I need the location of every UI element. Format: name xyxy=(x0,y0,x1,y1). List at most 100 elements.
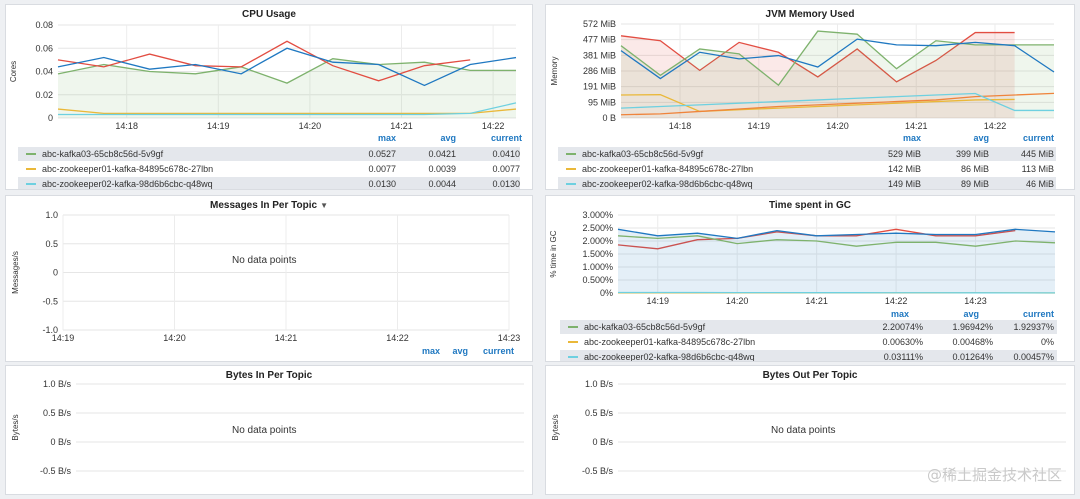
legend-row[interactable]: abc-zookeeper02-kafka-98d6b6cbc-q48wq 0.0… xyxy=(18,177,520,189)
chevron-down-icon[interactable]: ▼ xyxy=(320,201,328,210)
legend-row[interactable]: abc-zookeeper01-kafka-84895c678c-27lbn 14… xyxy=(558,162,1056,176)
legend-value-max: 142 MiB xyxy=(887,164,921,174)
legend-header-current[interactable]: current xyxy=(1022,133,1054,143)
y-axis-label: Bytes/s xyxy=(551,414,560,440)
legend-header-max[interactable]: max xyxy=(377,133,396,143)
legend-series-name[interactable]: abc-kafka03-65cb8c56d-5v9gf xyxy=(584,322,706,332)
legend-series-name[interactable]: abc-zookeeper01-kafka-84895c678c-27lbn xyxy=(582,164,754,174)
x-tick-label: 14:20 xyxy=(826,121,849,131)
legend-series-name[interactable]: abc-zookeeper02-kafka-98d6b6cbc-q48wq xyxy=(42,179,213,189)
legend-row[interactable]: abc-kafka03-65cb8c56d-5v9gf 0.0527 0.0421 0… xyxy=(18,147,520,161)
x-tick-label: 14:21 xyxy=(390,121,413,131)
legend-swatch[interactable] xyxy=(566,183,576,185)
x-tick-label: 14:20 xyxy=(299,121,322,131)
legend-series-name[interactable]: abc-zookeeper02-kafka-98d6b6cbc-q48wq xyxy=(584,352,755,362)
legend-header-max[interactable]: max xyxy=(902,133,921,143)
messages-in-panel: Messages In Per Topic ▼ -1.0 -0.5 0 0.5 1.0 14… xyxy=(5,195,533,362)
legend-row[interactable]: abc-kafka03-65cb8c56d-5v9gf 2.20074% 1.969… xyxy=(560,320,1057,334)
legend-row[interactable]: abc-zookeeper01-kafka-84895c678c-27lbn 0.… xyxy=(18,162,520,176)
legend-row[interactable]: abc-kafka03-65cb8c56d-5v9gf 529 MiB 399 Mi… xyxy=(558,147,1056,161)
legend-swatch[interactable] xyxy=(26,183,36,185)
legend-series-name[interactable]: abc-zookeeper02-kafka-98d6b6cbc-q48wq xyxy=(582,179,753,189)
legend-swatch[interactable] xyxy=(568,326,578,328)
cpu-usage-panel: CPU Usage 0 0.02 0.04 0.06 0.08 14:18 14:19 14:… xyxy=(5,4,533,190)
legend-header-current[interactable]: current xyxy=(482,346,514,356)
legend-header-max[interactable]: max xyxy=(890,309,909,319)
legend-row[interactable]: abc-zookeeper01-kafka-84895c678c-27lbn 0.… xyxy=(560,335,1057,349)
legend-value-max: 0.0527 xyxy=(368,149,396,159)
legend-series-name[interactable]: abc-kafka03-65cb8c56d-5v9gf xyxy=(42,149,164,159)
legend-swatch[interactable] xyxy=(568,341,578,343)
legend-series-name[interactable]: abc-zookeeper01-kafka-84895c678c-27lbn xyxy=(584,337,756,347)
legend-header-avg[interactable]: avg xyxy=(973,133,989,143)
legend-value-avg: 86 MiB xyxy=(960,164,989,174)
series-line xyxy=(620,30,1054,87)
legend-value-current: 445 MiB xyxy=(1020,149,1054,159)
legend-value-current: 0.0410 xyxy=(492,149,520,159)
y-axis-label: Messages/s xyxy=(11,251,20,294)
x-tick-label: 14:19 xyxy=(646,296,669,306)
y-tick-label: 191 MiB xyxy=(583,82,616,92)
x-tick-label: 14:19 xyxy=(748,121,771,131)
legend-swatch[interactable] xyxy=(568,356,578,358)
bytes-in-chart: -0.5 B/s 0 B/s 0.5 B/s 1.0 B/s Bytes/s xyxy=(11,379,524,476)
legend-header-avg[interactable]: avg xyxy=(440,133,456,143)
y-tick-label: 95 MiB xyxy=(588,97,616,107)
series-line xyxy=(617,235,1056,247)
legend-value-current: 0.0130 xyxy=(492,179,520,189)
x-tick-label: 14:21 xyxy=(805,296,828,306)
legend-value-avg: 0.0044 xyxy=(428,179,456,189)
series-line xyxy=(620,38,1055,80)
legend-value-max: 2.20074% xyxy=(882,322,923,332)
series-area xyxy=(618,229,1055,293)
gc-chart: 0% 0.500% 1.000% 1.500% 2.000% 2.500% 3.000% 14… xyxy=(549,210,1056,306)
panel-title[interactable]: Bytes Out Per Topic xyxy=(762,370,858,381)
legend-swatch[interactable] xyxy=(566,153,576,155)
legend-swatch[interactable] xyxy=(26,153,36,155)
legend-series-name[interactable]: abc-zookeeper01-kafka-84895c678c-27lbn xyxy=(42,164,214,174)
panel-title[interactable]: Bytes In Per Topic xyxy=(225,370,313,381)
legend-value-avg: 399 MiB xyxy=(955,149,989,159)
legend-row[interactable]: abc-zookeeper02-kafka-98d6b6cbc-q48wq 0.0… xyxy=(560,350,1057,362)
panel-title[interactable]: Time spent in GC xyxy=(768,200,852,211)
y-tick-label: 1.0 B/s xyxy=(43,379,72,389)
legend-header-max[interactable]: max xyxy=(421,346,440,356)
y-tick-label: 1.000% xyxy=(582,262,613,272)
legend-value-max: 0.00630% xyxy=(882,337,923,347)
series-line xyxy=(617,228,1056,240)
y-tick-label: 3.000% xyxy=(582,210,613,220)
series-line xyxy=(57,47,517,87)
y-axis-label: % time in GC xyxy=(549,230,558,277)
no-data-message: No data points xyxy=(232,425,297,436)
gc-time-panel: Time spent in GC 0% 0.500% 1.000% 1.500% 2.0… xyxy=(545,195,1075,362)
y-axis-label: Cores xyxy=(9,61,18,82)
x-tick-label: 14:22 xyxy=(482,121,505,131)
legend-value-max: 0.03111% xyxy=(883,352,923,362)
legend-value-max: 0.0077 xyxy=(368,164,396,174)
y-axis-label: Bytes/s xyxy=(11,414,20,440)
legend-header-current[interactable]: current xyxy=(1022,309,1054,319)
panel-title[interactable]: Messages In Per Topic ▼ xyxy=(6,200,532,211)
legend-header-avg[interactable]: avg xyxy=(963,309,979,319)
jvm-chart: 0 B 95 MiB 191 MiB 286 MiB 381 MiB 477 MiB 572… xyxy=(550,19,1055,131)
x-tick-label: 14:18 xyxy=(669,121,692,131)
legend-header-current[interactable]: current xyxy=(490,133,522,143)
legend-value-current: 1.92937% xyxy=(1013,322,1054,332)
x-tick-label: 14:20 xyxy=(726,296,749,306)
legend-swatch[interactable] xyxy=(26,168,36,170)
panel-title[interactable]: CPU Usage xyxy=(242,9,296,20)
series-line xyxy=(620,92,1054,112)
x-tick-label: 14:21 xyxy=(905,121,928,131)
legend-value-avg: 89 MiB xyxy=(960,179,989,189)
series-line xyxy=(57,58,516,84)
y-tick-label: 0.5 B/s xyxy=(43,408,72,418)
legend-swatch[interactable] xyxy=(566,168,576,170)
series-area xyxy=(621,32,1015,118)
legend-row[interactable]: abc-zookeeper02-kafka-98d6b6cbc-q48wq 149… xyxy=(558,177,1056,189)
panel-title[interactable]: JVM Memory Used xyxy=(765,9,855,20)
legend-header-avg[interactable]: avg xyxy=(452,346,468,356)
cpu-chart: 0 0.02 0.04 0.06 0.08 14:18 14:19 14:20 14:21 14:… xyxy=(9,20,517,131)
y-tick-label: 1.0 B/s xyxy=(585,379,614,389)
x-tick-label: 14:19 xyxy=(52,333,75,343)
legend-series-name[interactable]: abc-kafka03-65cb8c56d-5v9gf xyxy=(582,149,704,159)
